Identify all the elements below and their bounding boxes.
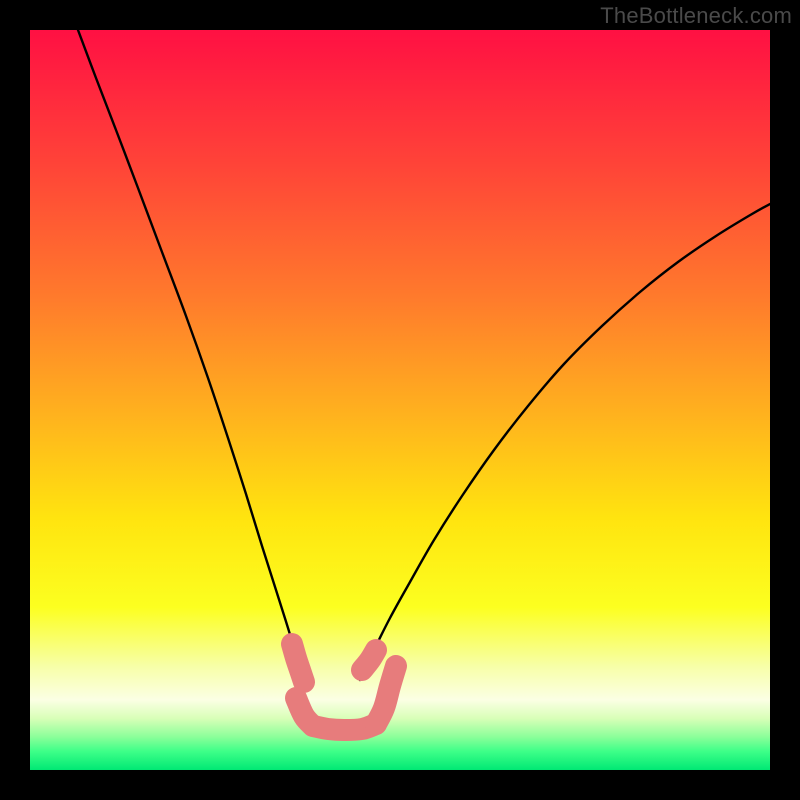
curve-right (360, 204, 770, 680)
watermark-text: TheBottleneck.com (600, 3, 792, 29)
pink-overlay-seg-0 (292, 644, 304, 682)
chart-stage: TheBottleneck.com (0, 0, 800, 800)
curve-layer (30, 30, 770, 770)
pink-overlay-seg-4 (362, 650, 376, 670)
curve-left (78, 30, 304, 680)
pink-overlay-seg-3 (376, 666, 396, 724)
plot-area (30, 30, 770, 770)
